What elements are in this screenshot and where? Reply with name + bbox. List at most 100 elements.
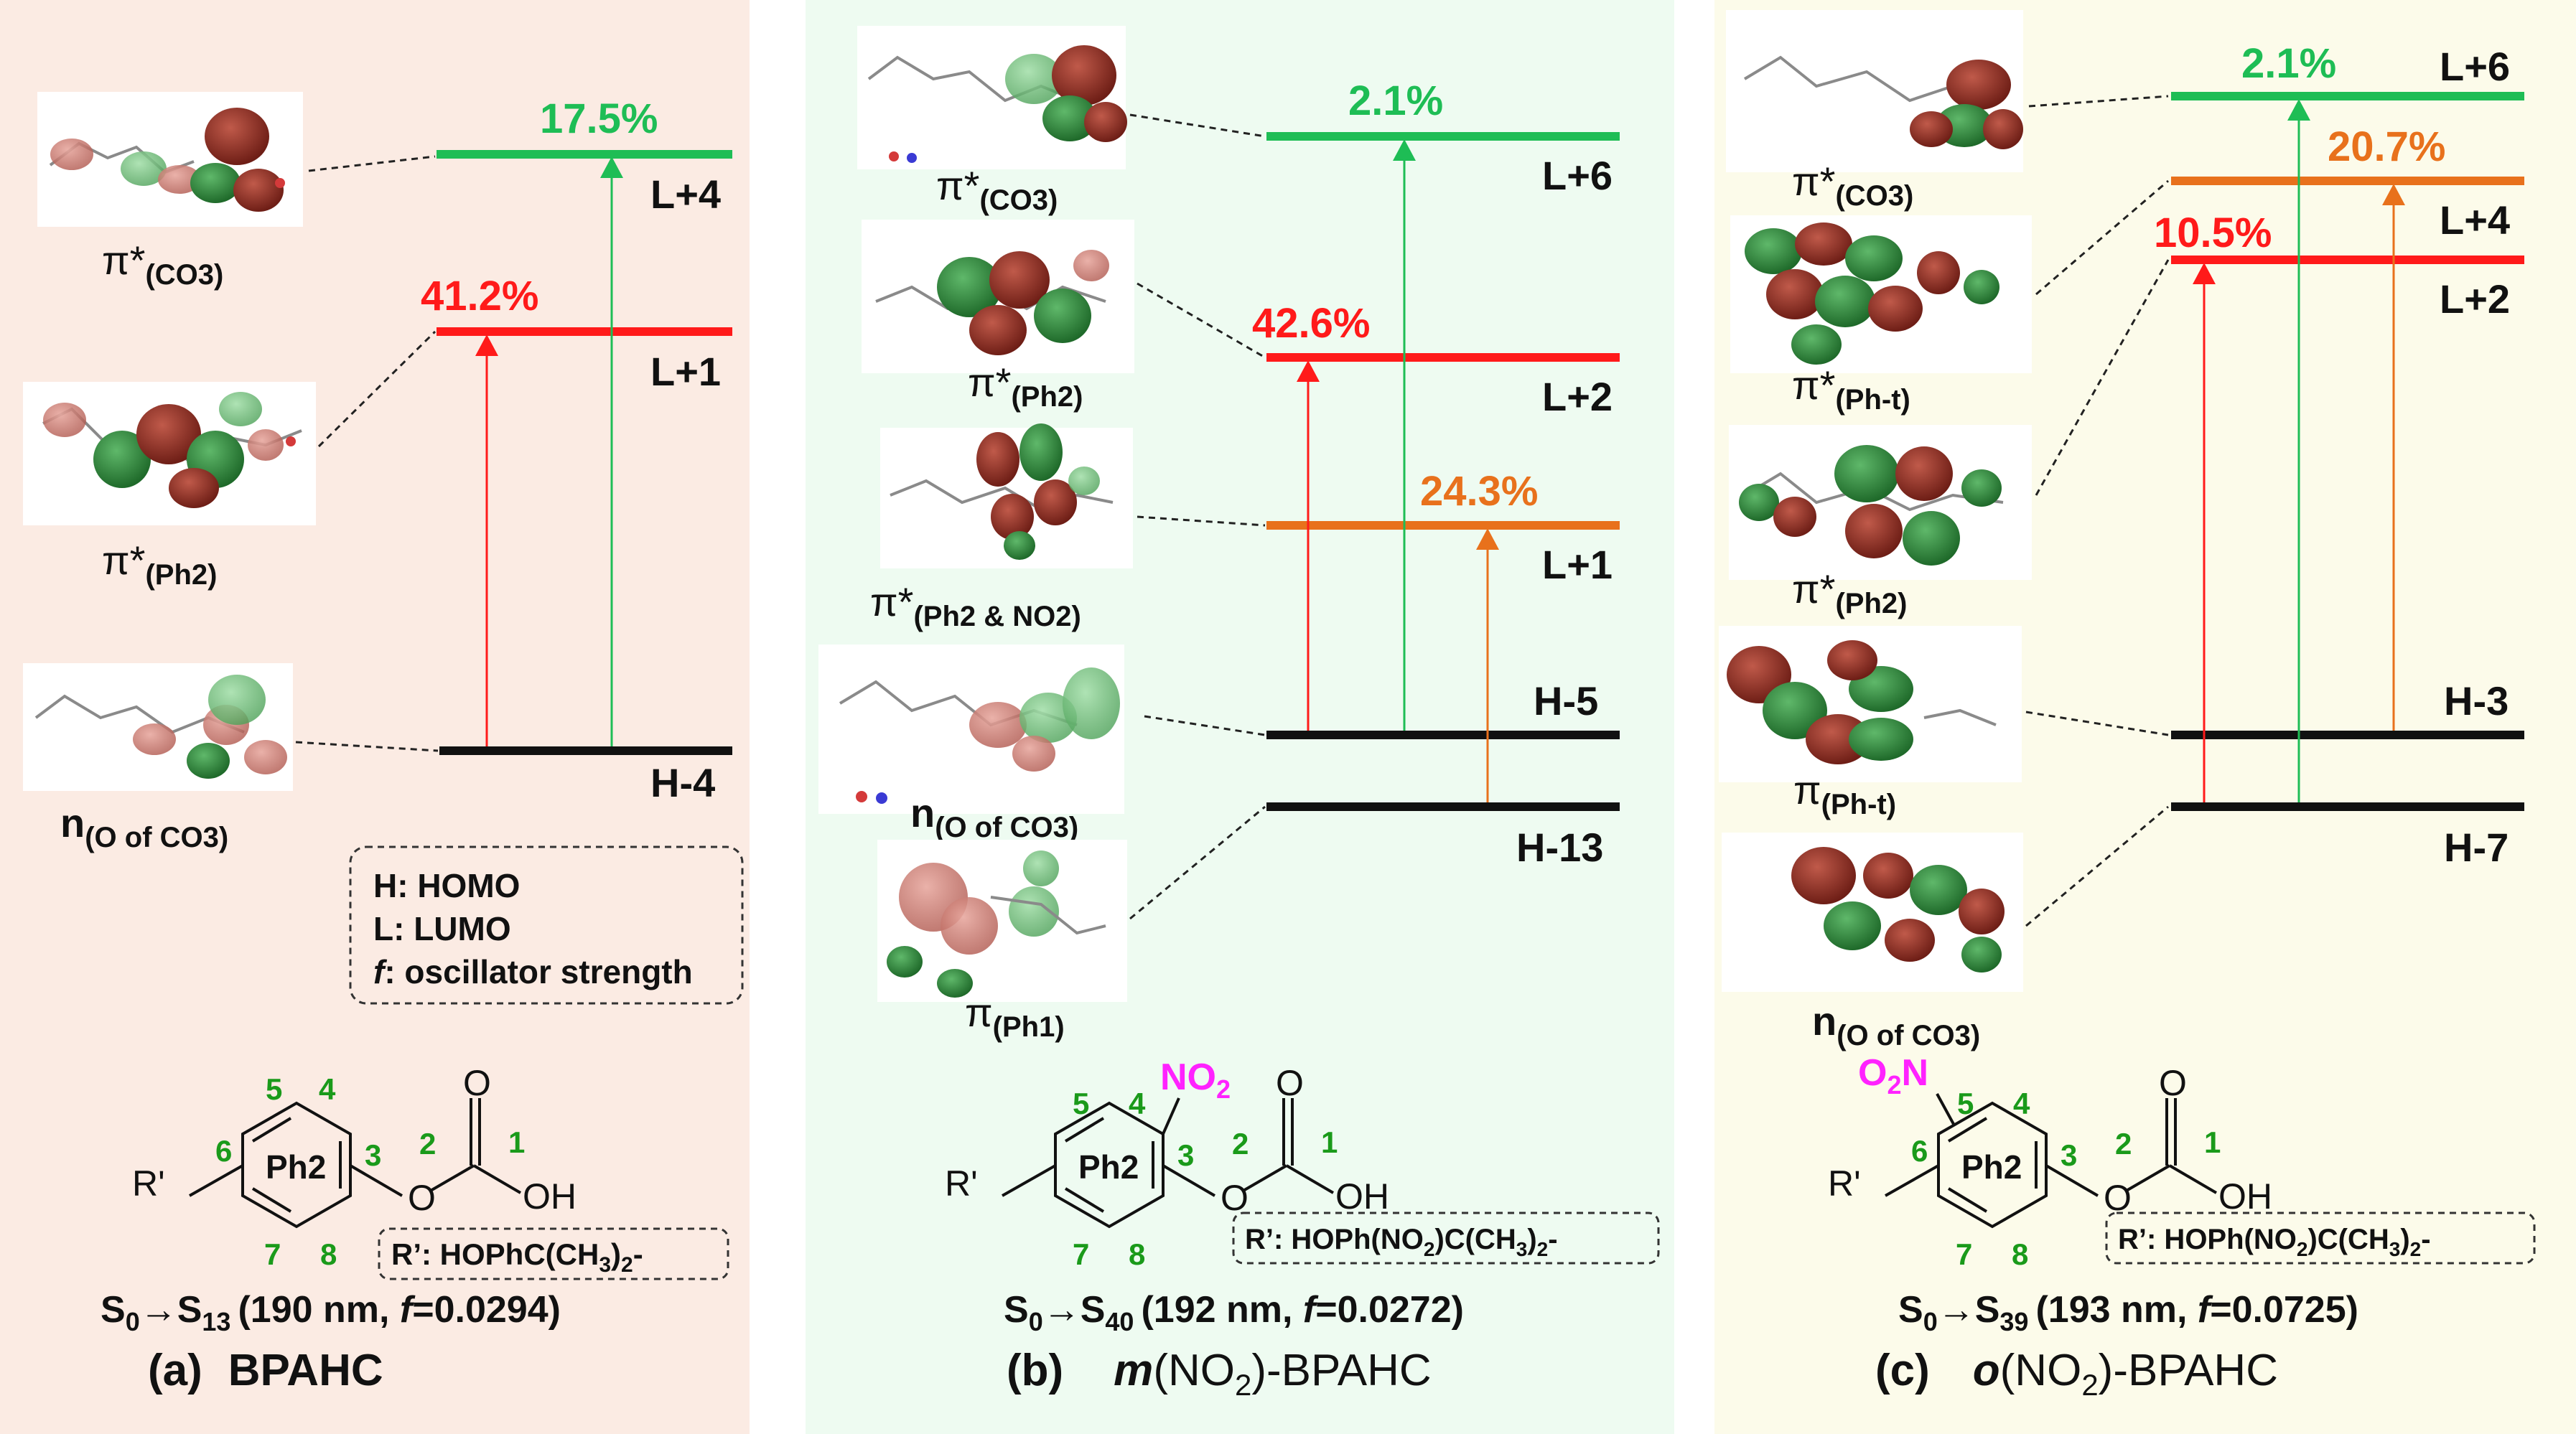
orbital-image-a-co3 [37, 92, 303, 227]
svg-text:2: 2 [419, 1127, 436, 1161]
structure-a-r-def: R’: HOPhC(CH3)2- [391, 1237, 643, 1277]
orbital-image-b-ph2 [862, 220, 1134, 373]
structure-a-o-ring: O [408, 1178, 436, 1218]
structure-b [1002, 1097, 1335, 1229]
orbital-label-c-1: π*(CO3) [1792, 159, 1913, 212]
structure-b-r-def: R’: HOPh(NO2)C(CH3)2- [1245, 1224, 1558, 1260]
level-label-c-h3: H-3 [2444, 678, 2509, 723]
svg-text:8: 8 [1129, 1237, 1145, 1271]
orbital-label-a-1: π*(CO3) [102, 238, 223, 291]
structure-c-r-def-box [2105, 1212, 2536, 1265]
level-label-a-h4: H-4 [650, 760, 715, 805]
caption-b: (b) m(NO2)-BPAHC [1007, 1346, 1432, 1402]
caption-c: (c) o(NO2)-BPAHC [1875, 1346, 2278, 1402]
connector-b-5 [1129, 805, 1266, 920]
level-label-b-h13: H-13 [1516, 825, 1603, 870]
connector-c-4 [2025, 711, 2169, 736]
level-label-c-l2: L+2 [2440, 276, 2510, 322]
orbital-label-b-2: π*(Ph2) [968, 360, 1083, 413]
arrowhead-a-green [600, 156, 623, 178]
structure-b-numbers: 1 2 3 4 5 7 8 [1073, 1087, 1338, 1271]
panel-b: π*(CO3) π*(Ph2) π*(Ph2 & NO2) [818, 26, 1660, 1402]
structure-b-oh: OH [1335, 1176, 1389, 1217]
svg-text:7: 7 [1073, 1237, 1089, 1271]
percent-a-red: 41.2% [421, 273, 538, 319]
orbital-image-c-co3 [1726, 10, 2023, 172]
connector-c-5 [2025, 805, 2169, 927]
svg-text:4: 4 [319, 1072, 336, 1106]
orbital-image-a-n [23, 663, 293, 791]
level-label-b-l1: L+1 [1542, 542, 1613, 587]
connector-c-1 [2028, 95, 2169, 108]
structure-c-numbers: 1 2 3 4 5 6 7 8 [1911, 1087, 2221, 1271]
structure-c-r-def: R’: HOPh(NO2)C(CH3)2- [2118, 1224, 2431, 1260]
structure-c-r: R' [1828, 1163, 1861, 1204]
structure-c-ring: Ph2 [1961, 1148, 2022, 1186]
structure-b-no2: NO2 [1160, 1056, 1231, 1104]
svg-text:3: 3 [2061, 1138, 2077, 1172]
legend-box [349, 845, 744, 1005]
svg-text:2: 2 [2115, 1127, 2132, 1161]
transition-a: S0→S13 (190 nm, f=0.0294) [101, 1289, 561, 1336]
orbital-label-a-3: n(O of CO3) [60, 800, 228, 853]
svg-text:1: 1 [2204, 1125, 2221, 1159]
orbital-image-c-n [1722, 833, 2023, 992]
orbital-image-b-co3 [857, 26, 1127, 169]
caption-a: (a) BPAHC [148, 1346, 383, 1395]
connector-a-1 [308, 155, 436, 172]
panel-c: π*(CO3) π*(Ph-t) π*(Ph2) [1719, 10, 2536, 1402]
connector-b-4 [1144, 715, 1266, 736]
svg-text:3: 3 [1177, 1138, 1194, 1172]
arrowhead-c-green [2287, 99, 2310, 121]
arrowhead-a-red [475, 334, 498, 356]
svg-text:7: 7 [264, 1237, 281, 1271]
structure-c-o-top: O [2159, 1063, 2187, 1103]
svg-text:5: 5 [1073, 1087, 1089, 1120]
connector-c-2 [2035, 179, 2169, 296]
orbital-image-b-ph1 [877, 840, 1127, 1002]
orbital-label-c-2: π*(Ph-t) [1792, 362, 1910, 416]
svg-text:2: 2 [1232, 1127, 1249, 1161]
structure-b-o-ring: O [1221, 1178, 1249, 1218]
percent-b-green: 2.1% [1348, 78, 1443, 124]
svg-text:3: 3 [365, 1138, 381, 1172]
structure-b-r-def-box [1232, 1212, 1660, 1265]
connector-a-2 [317, 330, 437, 448]
legend-f: f: oscillator strength [373, 953, 693, 990]
transition-b: S0→S40 (192 nm, f=0.0272) [1004, 1289, 1464, 1336]
level-label-a-l1: L+1 [650, 349, 721, 394]
orbital-label-c-3: π*(Ph2) [1792, 566, 1907, 619]
orbital-label-b-4: n(O of CO3) [910, 790, 1078, 843]
orbital-label-a-2: π*(Ph2) [102, 538, 217, 591]
structure-b-ring: Ph2 [1078, 1148, 1139, 1186]
legend-homo: H: HOMO [373, 867, 520, 904]
arrowhead-c-orange [2382, 184, 2405, 205]
orbital-label-b-5: π(Ph1) [965, 990, 1065, 1043]
svg-text:6: 6 [1911, 1134, 1928, 1168]
arrowhead-b-orange [1476, 528, 1499, 550]
structure-a-ring: Ph2 [266, 1148, 326, 1186]
orbital-image-b-n [818, 645, 1124, 814]
structure-c [1885, 1093, 2218, 1229]
percent-c-green: 2.1% [2241, 40, 2336, 87]
structure-a-r-def-box [378, 1227, 729, 1280]
connector-b-2 [1137, 282, 1266, 359]
level-label-c-h7: H-7 [2444, 825, 2509, 870]
percent-a-green: 17.5% [540, 95, 658, 142]
level-label-c-l6: L+6 [2440, 44, 2510, 89]
percent-b-red: 42.6% [1252, 300, 1370, 347]
structure-a-oh: OH [523, 1176, 577, 1217]
svg-text:7: 7 [1956, 1237, 1972, 1271]
level-label-b-l2: L+2 [1542, 374, 1613, 419]
structure-c-oh: OH [2218, 1176, 2272, 1217]
orbital-label-b-1: π*(CO3) [936, 163, 1058, 216]
svg-text:1: 1 [508, 1125, 525, 1159]
percent-b-orange: 24.3% [1420, 468, 1538, 515]
svg-text:8: 8 [320, 1237, 337, 1271]
svg-text:1: 1 [1321, 1125, 1338, 1159]
legend-lumo: L: LUMO [373, 910, 511, 947]
orbital-image-b-ph2no2 [880, 423, 1133, 568]
transition-c: S0→S39 (193 nm, f=0.0725) [1898, 1289, 2358, 1336]
structure-a [189, 1098, 522, 1229]
